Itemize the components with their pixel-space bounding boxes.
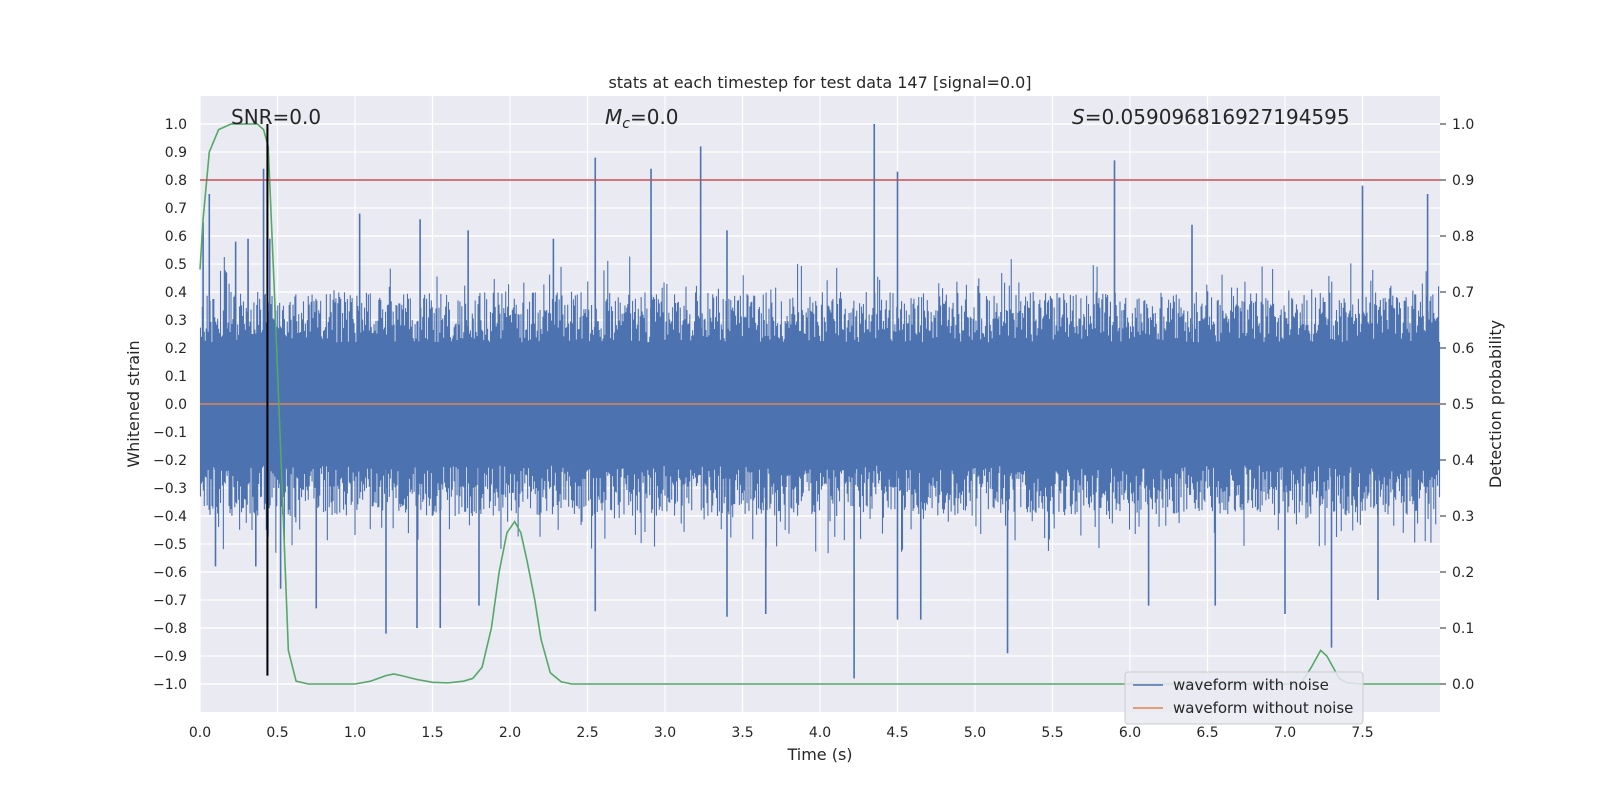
x-tick-label: 1.0 (344, 725, 366, 741)
legend-frame (1124, 671, 1364, 725)
y2-tick-label: 0.9 (1452, 173, 1474, 189)
y-tick-label: 0.7 (165, 201, 187, 217)
mc-subscript: c (622, 116, 630, 132)
x-tick-label: 5.5 (1041, 725, 1063, 741)
y2-tick-label: 0.0 (1452, 677, 1474, 693)
y2-tick-label: 0.8 (1452, 229, 1474, 245)
y-tick-label: 0.5 (165, 257, 187, 273)
y-tick-labels: −1.0 −0.9 −0.8 −0.7 −0.6 −0.5 −0.4 −0.3 −0.2 −0.1… (153, 117, 187, 693)
x-tick-label: 7.5 (1351, 725, 1373, 741)
y2-tick-labels: 0.0 0.1 0.2 0.3 0.4 0.5 0.6 0.7 0.8 0.9 1.0 (1440, 117, 1474, 693)
y-tick-label: −0.3 (153, 481, 187, 497)
y-tick-label: 0.2 (165, 341, 187, 357)
x-tick-label: 3.0 (654, 725, 676, 741)
y-tick-label: 0.3 (165, 313, 187, 329)
x-tick-label: 4.5 (886, 725, 908, 741)
y-tick-label: 0.4 (165, 285, 187, 301)
y-tick-label: 0.1 (165, 369, 187, 385)
legend-label-clean: waveform without noise (1173, 699, 1353, 717)
y-tick-label: 0.8 (165, 173, 187, 189)
x-tick-label: 4.0 (809, 725, 831, 741)
y-tick-label: −0.1 (153, 425, 187, 441)
y-tick-label: 1.0 (165, 117, 187, 133)
y-tick-label: −0.9 (153, 649, 187, 665)
y-tick-label: 0.9 (165, 145, 187, 161)
s-symbol: S (1072, 105, 1085, 129)
y-tick-label: −0.6 (153, 565, 187, 581)
x-tick-label: 0.0 (189, 725, 211, 741)
y2-tick-label: 1.0 (1452, 117, 1474, 133)
y2-tick-label: 0.4 (1452, 453, 1474, 469)
x-tick-label: 5.0 (964, 725, 986, 741)
series-noisy-waveform-core (200, 353, 1440, 449)
y-tick-label: −0.2 (153, 453, 187, 469)
x-tick-label: 1.5 (421, 725, 443, 741)
chart-title: stats at each timestep for test data 147… (608, 73, 1031, 92)
x-tick-label: 6.5 (1196, 725, 1218, 741)
y2-tick-label: 0.7 (1452, 285, 1474, 301)
y2-tick-label: 0.1 (1452, 621, 1474, 637)
y-tick-label: −0.8 (153, 621, 187, 637)
x-tick-label: 2.5 (576, 725, 598, 741)
x-tick-label: 3.5 (731, 725, 753, 741)
mc-symbol: M (605, 105, 622, 129)
series-layer (199, 123, 1441, 685)
snr-annotation: SNR=0.0 (231, 105, 321, 129)
y-tick-label: 0.0 (165, 397, 187, 413)
y2-tick-label: 0.3 (1452, 509, 1474, 525)
y-tick-label: −1.0 (153, 677, 187, 693)
y-tick-label: −0.7 (153, 593, 187, 609)
s-annotation: S=0.059096816927194595 (1072, 105, 1350, 129)
y-tick-label: −0.5 (153, 537, 187, 553)
y-tick-label: −0.4 (153, 509, 187, 525)
x-tick-labels: 0.0 0.5 1.0 1.5 2.0 2.5 3.0 3.5 4.0 4.5 5.0 5.5 6.0 6… (189, 725, 1374, 741)
x-tick-label: 2.0 (499, 725, 521, 741)
y2-tick-label: 0.2 (1452, 565, 1474, 581)
y-axis-label: Whitened strain (124, 340, 143, 467)
s-value: =0.059096816927194595 (1085, 105, 1350, 129)
y-tick-label: 0.6 (165, 229, 187, 245)
x-tick-label: 0.5 (266, 725, 288, 741)
y2-axis-label: Detection probability (1486, 320, 1505, 488)
x-axis-label: Time (s) (786, 745, 852, 764)
mc-annotation: Mc=0.0 (605, 105, 679, 132)
x-tick-label: 6.0 (1119, 725, 1141, 741)
x-tick-label: 7.0 (1274, 725, 1296, 741)
y2-tick-label: 0.6 (1452, 341, 1474, 357)
legend: waveform with noise waveform without noi… (1124, 671, 1364, 725)
legend-label-noise: waveform with noise (1173, 676, 1329, 694)
mc-value: =0.0 (630, 105, 679, 129)
y2-tick-label: 0.5 (1452, 397, 1474, 413)
